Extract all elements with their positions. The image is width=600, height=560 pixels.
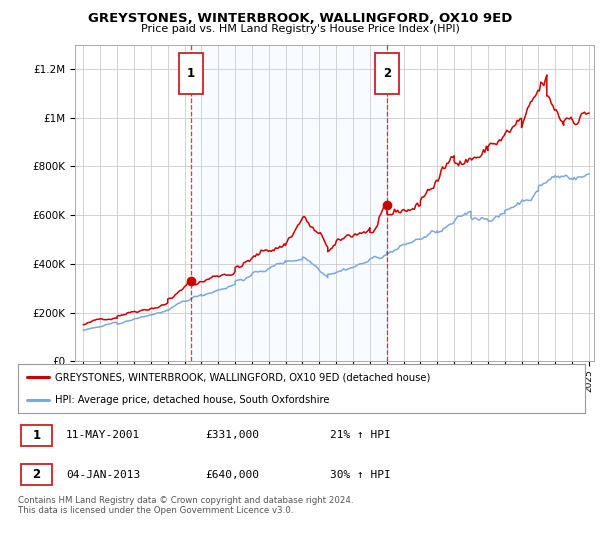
Text: £640,000: £640,000	[205, 470, 259, 479]
Bar	[191, 45, 387, 361]
Text: GREYSTONES, WINTERBROOK, WALLINGFORD, OX10 9ED (detached house): GREYSTONES, WINTERBROOK, WALLINGFORD, OX…	[55, 372, 430, 382]
Text: 1: 1	[187, 67, 195, 80]
FancyBboxPatch shape	[179, 53, 203, 94]
Text: 04-JAN-2013: 04-JAN-2013	[66, 470, 140, 479]
Text: Price paid vs. HM Land Registry's House Price Index (HPI): Price paid vs. HM Land Registry's House …	[140, 24, 460, 34]
Text: Contains HM Land Registry data © Crown copyright and database right 2024.
This d: Contains HM Land Registry data © Crown c…	[18, 496, 353, 515]
Text: 21% ↑ HPI: 21% ↑ HPI	[330, 431, 391, 440]
FancyBboxPatch shape	[21, 424, 52, 446]
Text: GREYSTONES, WINTERBROOK, WALLINGFORD, OX10 9ED: GREYSTONES, WINTERBROOK, WALLINGFORD, OX…	[88, 12, 512, 25]
FancyBboxPatch shape	[21, 464, 52, 486]
Text: HPI: Average price, detached house, South Oxfordshire: HPI: Average price, detached house, Sout…	[55, 395, 329, 405]
Text: 30% ↑ HPI: 30% ↑ HPI	[330, 470, 391, 479]
FancyBboxPatch shape	[375, 53, 399, 94]
Text: £331,000: £331,000	[205, 431, 259, 440]
Text: 2: 2	[383, 67, 391, 80]
Text: 2: 2	[32, 468, 40, 481]
Text: 11-MAY-2001: 11-MAY-2001	[66, 431, 140, 440]
Text: 1: 1	[32, 429, 40, 442]
